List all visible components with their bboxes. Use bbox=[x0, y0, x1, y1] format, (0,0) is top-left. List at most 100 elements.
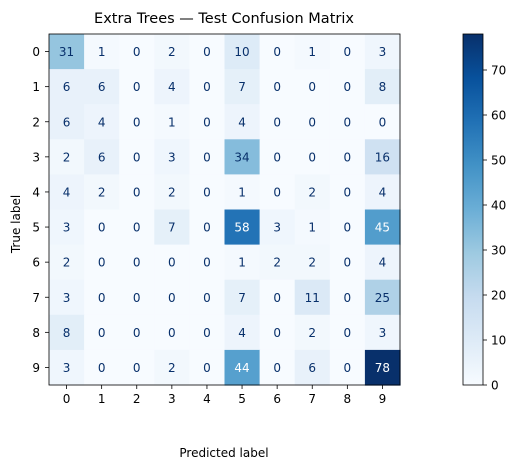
cell-value-label: 0 bbox=[203, 326, 211, 340]
heatmap-cell-9-5 bbox=[224, 349, 261, 386]
heatmap-cell-4-7 bbox=[294, 174, 331, 211]
heatmap-cell-1-9 bbox=[364, 69, 401, 105]
cell-value-label: 3 bbox=[63, 221, 71, 235]
cell-value-label: 2 bbox=[273, 256, 281, 270]
x-tick-label: 6 bbox=[273, 392, 281, 406]
heatmap-cell-7-6 bbox=[259, 279, 296, 316]
cell-value-label: 0 bbox=[98, 361, 106, 375]
cell-value-label: 6 bbox=[308, 361, 316, 375]
heatmap-cell-6-7 bbox=[294, 244, 331, 281]
heatmap-cell-2-6 bbox=[259, 104, 296, 140]
cell-value-label: 44 bbox=[234, 361, 249, 375]
heatmap-cell-3-7 bbox=[294, 139, 331, 175]
heatmap-cell-9-7 bbox=[294, 349, 331, 386]
cell-value-label: 78 bbox=[375, 361, 390, 375]
cell-value-label: 0 bbox=[133, 45, 141, 59]
y-tick-label: 3 bbox=[32, 150, 40, 164]
heatmap-cell-3-2 bbox=[119, 139, 155, 175]
heatmap-cell-9-6 bbox=[259, 349, 296, 386]
heatmap-cell-8-3 bbox=[154, 314, 190, 351]
chart-title: Extra Trees — Test Confusion Matrix bbox=[94, 11, 354, 27]
cell-value-label: 0 bbox=[344, 45, 352, 59]
x-tick-label: 4 bbox=[203, 392, 211, 406]
heatmap-cell-7-8 bbox=[329, 279, 366, 316]
heatmap-cell-8-4 bbox=[189, 314, 226, 351]
cell-value-label: 0 bbox=[344, 361, 352, 375]
heatmap-cell-4-3 bbox=[154, 174, 190, 211]
cell-value-label: 0 bbox=[203, 45, 211, 59]
cell-value-label: 3 bbox=[273, 221, 281, 235]
heatmap-cell-7-7 bbox=[294, 279, 331, 316]
heatmap-cell-7-2 bbox=[119, 279, 155, 316]
cell-value-label: 6 bbox=[98, 80, 106, 94]
heatmap-cell-8-5 bbox=[224, 314, 261, 351]
cell-value-label: 0 bbox=[273, 80, 281, 94]
x-tick-label: 5 bbox=[238, 392, 246, 406]
cell-value-label: 6 bbox=[98, 150, 106, 164]
heatmap-cell-2-4 bbox=[189, 104, 226, 140]
cell-value-label: 0 bbox=[273, 291, 281, 305]
cell-value-label: 7 bbox=[238, 291, 246, 305]
heatmap-cell-4-9 bbox=[364, 174, 401, 211]
cell-value-label: 0 bbox=[98, 256, 106, 270]
heatmap-cell-6-3 bbox=[154, 244, 190, 281]
cell-value-label: 0 bbox=[273, 150, 281, 164]
heatmap-cell-2-2 bbox=[119, 104, 155, 140]
cell-value-label: 4 bbox=[63, 185, 71, 199]
x-tick-label: 9 bbox=[379, 392, 387, 406]
cell-value-label: 0 bbox=[273, 361, 281, 375]
heatmap-cell-7-0 bbox=[49, 279, 85, 316]
cell-value-label: 16 bbox=[375, 150, 390, 164]
cell-value-label: 0 bbox=[133, 291, 141, 305]
cell-value-label: 0 bbox=[308, 115, 316, 129]
heatmap-cell-1-5 bbox=[224, 69, 261, 105]
heatmap-cell-9-4 bbox=[189, 349, 226, 386]
cell-value-label: 0 bbox=[133, 185, 141, 199]
cell-value-label: 31 bbox=[59, 45, 74, 59]
colorbar-tick-label: 0 bbox=[491, 379, 499, 393]
heatmap-cell-1-8 bbox=[329, 69, 366, 105]
cell-value-label: 1 bbox=[308, 45, 316, 59]
cell-value-label: 7 bbox=[238, 80, 246, 94]
x-tick-label: 2 bbox=[133, 392, 141, 406]
cell-value-label: 11 bbox=[305, 291, 320, 305]
cell-value-label: 8 bbox=[63, 326, 71, 340]
heatmap-cell-3-3 bbox=[154, 139, 190, 175]
heatmap-cell-5-8 bbox=[329, 209, 366, 246]
cell-value-label: 0 bbox=[273, 185, 281, 199]
cell-value-label: 4 bbox=[168, 80, 176, 94]
cell-value-label: 4 bbox=[238, 326, 246, 340]
y-tick-label: 5 bbox=[32, 221, 40, 235]
heatmap-cell-3-4 bbox=[189, 139, 226, 175]
colorbar-tick-label: 70 bbox=[491, 64, 506, 78]
cell-value-label: 0 bbox=[344, 256, 352, 270]
cell-value-label: 1 bbox=[238, 185, 246, 199]
heatmap-cell-9-0 bbox=[49, 349, 85, 386]
heatmap-cell-0-0 bbox=[49, 34, 85, 70]
y-tick-label: 2 bbox=[32, 115, 40, 129]
cell-value-label: 0 bbox=[168, 326, 176, 340]
cell-value-label: 2 bbox=[168, 361, 176, 375]
x-tick-label: 1 bbox=[98, 392, 106, 406]
y-tick-label: 4 bbox=[32, 185, 40, 199]
heatmap-cell-6-5 bbox=[224, 244, 261, 281]
cell-value-label: 3 bbox=[168, 150, 176, 164]
heatmap-cell-0-6 bbox=[259, 34, 296, 70]
cell-value-label: 4 bbox=[379, 185, 387, 199]
cell-value-label: 2 bbox=[63, 256, 71, 270]
heatmap-cell-4-8 bbox=[329, 174, 366, 211]
y-axis-label: True label bbox=[9, 195, 23, 254]
heatmap-cell-6-4 bbox=[189, 244, 226, 281]
x-tick-label: 0 bbox=[63, 392, 71, 406]
heatmap-cell-0-4 bbox=[189, 34, 226, 70]
heatmap-cell-8-6 bbox=[259, 314, 296, 351]
cell-value-label: 0 bbox=[203, 150, 211, 164]
cell-value-label: 0 bbox=[273, 45, 281, 59]
heatmap-cell-4-2 bbox=[119, 174, 155, 211]
heatmap-cell-4-0 bbox=[49, 174, 85, 211]
cell-value-label: 7 bbox=[168, 221, 176, 235]
heatmap-cell-2-5 bbox=[224, 104, 261, 140]
x-tick-label: 3 bbox=[168, 392, 176, 406]
heatmap-cell-1-1 bbox=[84, 69, 120, 105]
